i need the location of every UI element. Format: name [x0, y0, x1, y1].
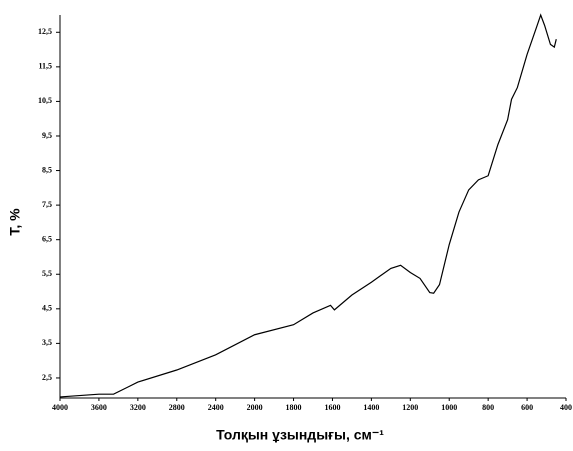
- y-tick-label: 4,5: [42, 304, 52, 313]
- x-tick-label: 1200: [402, 403, 418, 412]
- x-tick-label: 3600: [91, 403, 107, 412]
- x-tick-label: 400: [560, 403, 572, 412]
- x-tick-label: 1000: [441, 403, 457, 412]
- x-tick-label: 2400: [208, 403, 224, 412]
- x-tick-label: 4000: [52, 403, 68, 412]
- y-tick-label: 11,5: [38, 62, 52, 71]
- y-tick-label: 9,5: [42, 131, 52, 140]
- y-tick-label: 8,5: [42, 165, 52, 174]
- y-tick-label: 3,5: [42, 338, 52, 347]
- x-tick-label: 2800: [169, 403, 185, 412]
- x-tick-label: 1800: [286, 403, 302, 412]
- x-tick-label: 2000: [247, 403, 263, 412]
- x-tick-label: 3200: [130, 403, 146, 412]
- y-axis-label: T, %: [7, 208, 23, 236]
- y-tick-label: 12,5: [38, 27, 52, 36]
- x-tick-label: 1400: [363, 403, 379, 412]
- x-tick-label: 600: [521, 403, 533, 412]
- y-tick-label: 10,5: [38, 96, 52, 105]
- x-tick-label: 800: [482, 403, 494, 412]
- y-tick-label: 7,5: [42, 200, 52, 209]
- spectrum-line: [59, 13, 557, 398]
- y-tick-label: 2,5: [42, 373, 52, 382]
- y-tick-label: 6,5: [42, 235, 52, 244]
- y-tick-label: 5,5: [42, 269, 52, 278]
- x-tick-label: 1600: [324, 403, 340, 412]
- x-axis-label: Толқын ұзындығы, см⁻¹: [216, 427, 384, 443]
